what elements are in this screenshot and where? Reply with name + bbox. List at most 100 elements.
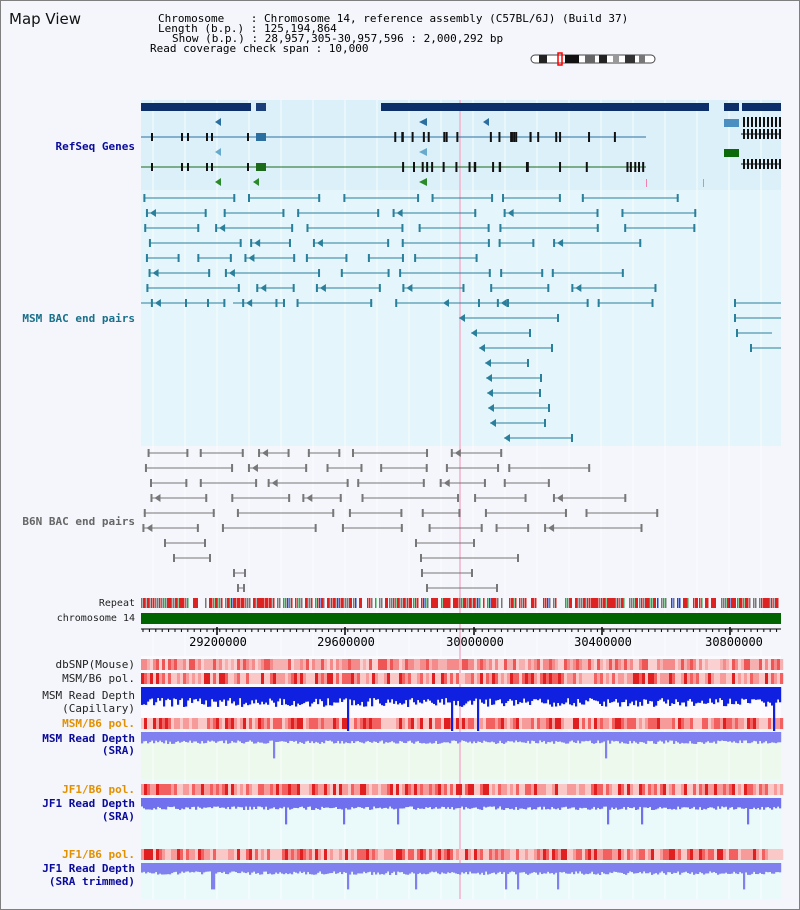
pol-cell	[558, 784, 562, 795]
track-label-repeat[interactable]: Repeat	[98, 598, 135, 609]
pol-cell	[657, 673, 661, 684]
depth-bar	[555, 687, 558, 707]
pol-cell	[198, 673, 202, 684]
depth-bar	[743, 798, 746, 809]
track-label-dbsnp[interactable]: dbSNP(Mouse)	[55, 658, 135, 671]
depth-bar	[215, 732, 218, 743]
chromosome-ideogram[interactable]	[529, 52, 659, 66]
pol-cell	[273, 659, 277, 670]
depth-bar	[581, 687, 584, 705]
track-label-jf1-b6-pol-1[interactable]: JF1/B6 pol.	[62, 783, 135, 796]
depth-bar	[437, 732, 440, 744]
repeat-mark	[405, 598, 407, 608]
depth-bar	[719, 732, 722, 742]
pol-cell	[741, 659, 745, 670]
pol-cell	[624, 849, 628, 860]
track-label-jf1-depth-sra[interactable]: JF1 Read Depth	[42, 797, 135, 810]
track-label-msm-bac[interactable]: MSM BAC end pairs	[22, 312, 135, 325]
depth-bar	[523, 863, 526, 873]
pol-cell	[492, 673, 496, 684]
bac-end	[500, 269, 503, 277]
pol-cell	[384, 718, 388, 729]
pol-cell	[483, 673, 487, 684]
depth-bar	[521, 863, 524, 873]
track-label-refseq[interactable]: RefSeq Genes	[55, 140, 135, 153]
repeat-mark	[237, 598, 240, 608]
depth-bar	[241, 863, 244, 872]
depth-bar	[639, 732, 642, 742]
track-label-jf1-depth-trim[interactable]: JF1 Read Depth	[42, 862, 135, 875]
pol-cell	[693, 718, 697, 729]
track-label-msm-depth-sra[interactable]: MSM Read Depth	[42, 732, 135, 745]
depth-bar	[739, 687, 742, 705]
pol-cell	[630, 718, 634, 729]
depth-bar	[473, 863, 476, 874]
repeat-mark	[235, 598, 237, 608]
depth-bar	[769, 732, 772, 744]
depth-bar	[727, 732, 730, 742]
pol-cell	[450, 673, 454, 684]
depth-bar	[345, 732, 348, 743]
depth-bar	[185, 687, 188, 707]
track-label-b6n-bac[interactable]: B6N BAC end pairs	[22, 515, 135, 528]
depth-bar	[189, 798, 192, 810]
depth-bar	[639, 798, 642, 807]
depth-bar	[445, 863, 448, 874]
depth-bar	[567, 863, 570, 874]
depth-bar	[599, 863, 602, 875]
pol-cell	[723, 849, 727, 860]
depth-bar	[311, 687, 314, 704]
depth-bar	[635, 863, 638, 874]
depth-bar	[349, 798, 352, 810]
repeat-mark	[171, 598, 173, 608]
depth-bar	[675, 798, 678, 810]
pol-cell	[171, 659, 175, 670]
track-label-msm-b6-pol-2[interactable]: MSM/B6 pol.	[62, 717, 135, 730]
pol-cell	[435, 673, 439, 684]
repeat-mark	[299, 598, 301, 608]
depth-bar	[413, 732, 416, 744]
depth-bar	[757, 863, 760, 875]
depth-bar	[447, 798, 450, 808]
pol-cell	[255, 673, 259, 684]
depth-bar	[505, 732, 508, 743]
pol-cell	[489, 784, 493, 795]
depth-bar	[571, 863, 574, 873]
depth-bar	[143, 798, 146, 809]
track-label-jf1-b6-pol-2[interactable]: JF1/B6 pol.	[62, 848, 135, 861]
track-label-msm-b6-pol-1[interactable]: MSM/B6 pol.	[62, 672, 135, 685]
pol-cell	[633, 673, 637, 684]
exon-mark	[626, 162, 629, 172]
depth-bar	[483, 732, 486, 741]
pol-cell	[198, 718, 202, 729]
bac-end	[341, 524, 344, 532]
bac-end	[231, 464, 234, 472]
bac-arrow	[254, 239, 261, 247]
depth-bar	[741, 687, 744, 699]
depth-bar	[529, 732, 532, 744]
pol-cell	[582, 784, 586, 795]
depth-bar	[561, 732, 564, 743]
repeat-mark	[183, 598, 185, 608]
bac-end	[378, 284, 381, 292]
depth-bar	[621, 687, 624, 703]
repeat-mark	[623, 598, 625, 608]
bac-end	[558, 194, 561, 202]
depth-bar	[407, 863, 410, 875]
pol-cell	[156, 849, 160, 860]
pol-cell	[258, 673, 262, 684]
depth-bar	[255, 687, 258, 700]
depth-bar	[209, 863, 212, 872]
pol-cell	[342, 849, 346, 860]
track-label-msm-depth-cap[interactable]: MSM Read Depth	[42, 689, 135, 702]
pol-cell	[228, 673, 232, 684]
pol-cell	[324, 673, 328, 684]
depth-bar	[333, 732, 336, 744]
depth-bar	[171, 687, 174, 707]
depth-bar	[651, 687, 654, 702]
depth-bar	[303, 732, 306, 744]
depth-bar	[761, 863, 764, 874]
depth-bar	[691, 798, 694, 809]
pol-cell	[504, 659, 508, 670]
